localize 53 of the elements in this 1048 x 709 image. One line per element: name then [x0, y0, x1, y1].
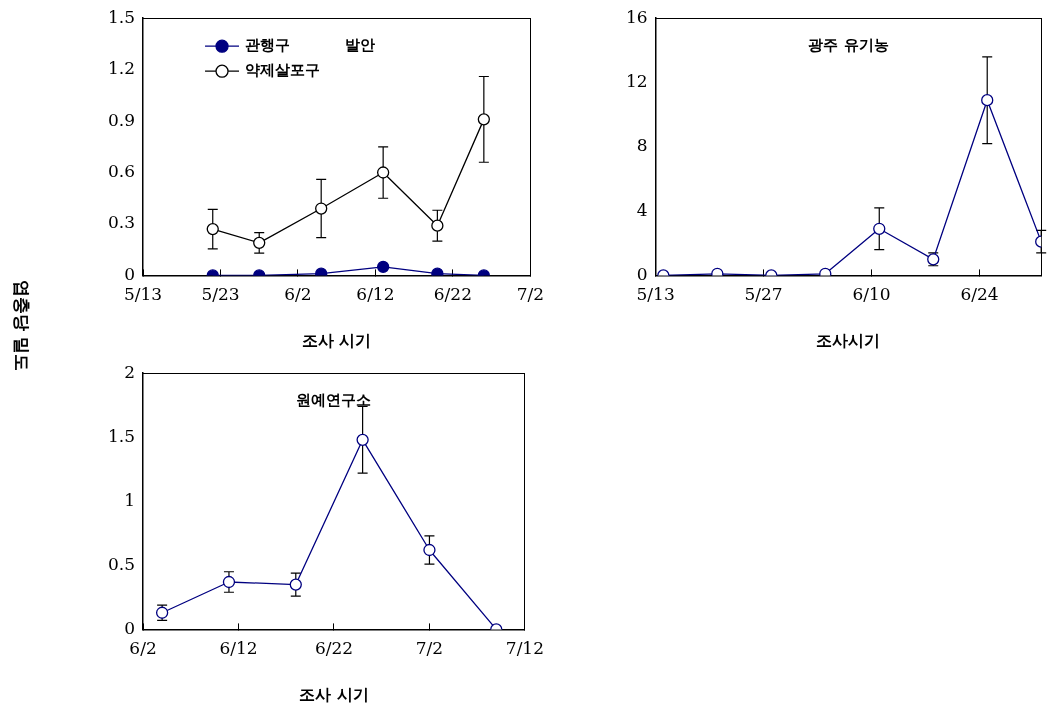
- x-tick-label: 5/27: [744, 284, 783, 305]
- x-tick-label: 6/10: [852, 284, 891, 305]
- point: [253, 236, 266, 249]
- point: [315, 202, 328, 215]
- y-tick-label: 0: [124, 263, 136, 284]
- y-tick-label: 12: [625, 70, 648, 91]
- y-tick-label: 2: [124, 361, 136, 382]
- x-axis-title: 조사시기: [816, 330, 881, 350]
- y-tick-label: 0: [124, 617, 136, 638]
- point: [289, 578, 302, 591]
- point: [431, 219, 444, 232]
- point: [206, 222, 219, 236]
- point: [356, 433, 369, 446]
- text: 발안: [344, 36, 375, 55]
- y-tick-label: 4: [636, 199, 648, 220]
- x-tick-label: 7/2: [516, 284, 544, 305]
- y-tick-label: 0: [636, 263, 648, 284]
- x-tick-label: 6/2: [129, 638, 157, 659]
- x-tick-label: 6/12: [356, 284, 395, 305]
- legend-label: 약제살포구: [245, 61, 321, 80]
- x-tick-label: 6/22: [433, 284, 472, 305]
- y-tick-label: 1.2: [107, 58, 136, 79]
- x-tick-label: 5/13: [123, 284, 163, 305]
- y-tick-label: 0.3: [107, 212, 136, 233]
- x-tick-label: 7/2: [415, 638, 444, 659]
- x-axis-title: 조사 시기: [299, 684, 369, 704]
- x-axis-title: 조사 시기: [301, 330, 372, 350]
- point: [477, 113, 490, 126]
- x-tick-label: 6/12: [219, 638, 258, 659]
- text: 원예연구소: [296, 391, 372, 410]
- y-tick-label: 8: [636, 135, 648, 156]
- point: [377, 260, 390, 273]
- y-tick-label: 0.6: [107, 160, 136, 181]
- x-tick-label: 7/12: [505, 638, 545, 659]
- legend-label: 관행구: [245, 36, 291, 55]
- y-tick-label: 1.5: [107, 425, 136, 446]
- y-tick-label: 0.9: [107, 109, 136, 130]
- y-tick-label: 1: [124, 489, 136, 510]
- x-tick-label: 6/24: [960, 284, 999, 305]
- point: [981, 94, 994, 107]
- x-tick-label: 5/13: [636, 284, 675, 305]
- y-tick-label: 1.5: [107, 6, 136, 27]
- x-tick-label: 6/22: [314, 638, 354, 659]
- point: [377, 166, 390, 179]
- point: [222, 575, 236, 589]
- y-tick-label: 16: [625, 6, 648, 27]
- y-tick-label: 0.5: [107, 553, 136, 574]
- point: [873, 222, 886, 235]
- x-tick-label: 6/2: [284, 284, 312, 305]
- text: 광주 유기농: [808, 36, 889, 55]
- y-axis-title: 엽충당 밀도: [10, 279, 33, 371]
- point: [423, 543, 436, 557]
- x-tick-label: 5/23: [201, 284, 240, 305]
